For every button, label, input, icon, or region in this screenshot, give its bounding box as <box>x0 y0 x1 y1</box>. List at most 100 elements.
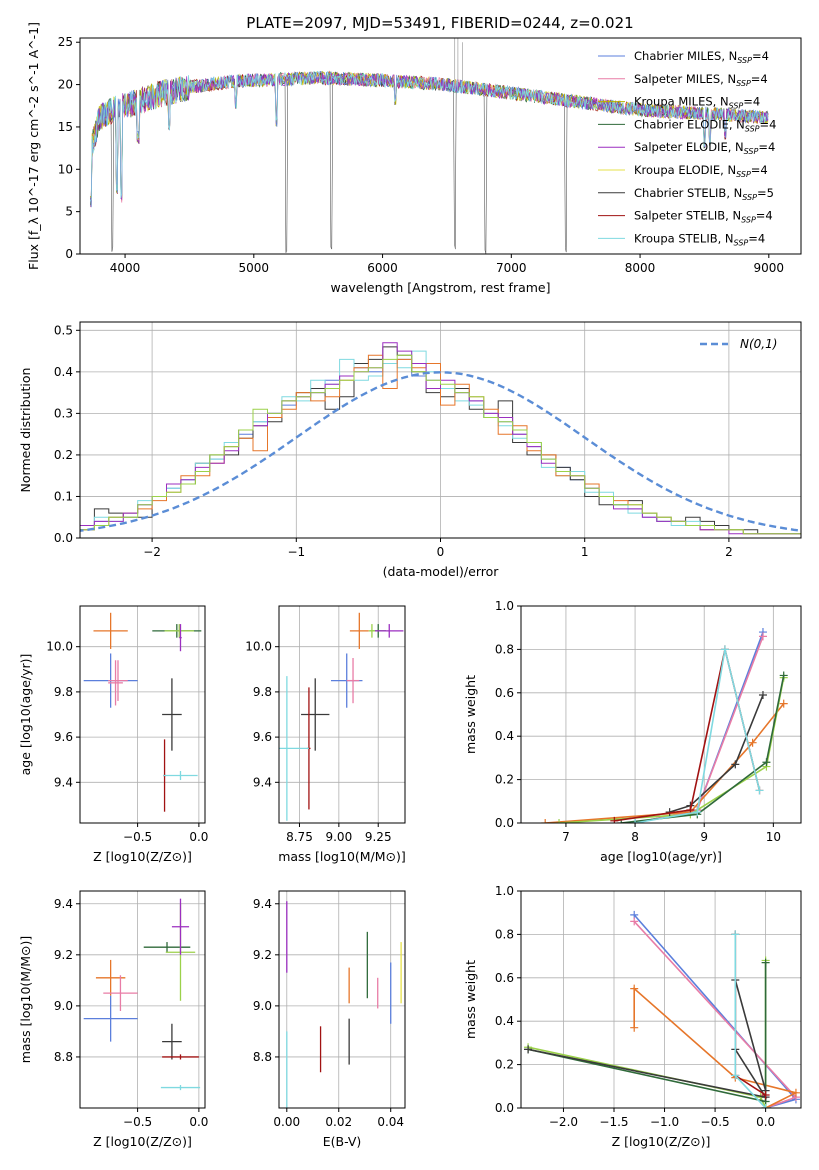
y-tick-label: 9.0 <box>253 999 272 1013</box>
x-axis-label: wavelength [Angstrom, rest frame] <box>330 280 550 295</box>
x-tick-label: −0.5 <box>123 1115 152 1129</box>
series-marker <box>779 671 788 680</box>
series-marker <box>693 808 702 817</box>
data-point <box>301 678 330 751</box>
data-point <box>103 975 138 1011</box>
series-marker <box>630 984 639 993</box>
y-tick-label: 15 <box>58 120 73 134</box>
y-tick-label: 5 <box>65 205 73 219</box>
axes-frame <box>79 890 206 1109</box>
series-marker <box>755 786 764 795</box>
chart-residuals: −2 −1 0 1 2 0.0 0.1 0.2 0.3 0.4 0.5 (data-model)/er… <box>18 321 802 579</box>
series-marker <box>761 1104 770 1108</box>
y-tick-label: 0.2 <box>495 773 514 787</box>
y-tick-label: 9.4 <box>253 775 272 789</box>
x-tick-label: 1 <box>581 545 589 559</box>
y-tick-label: 0.2 <box>495 1058 514 1072</box>
y-tick-label: 0.2 <box>54 448 73 462</box>
data-point <box>346 657 360 704</box>
series-line-salpeter_stelib <box>614 649 761 822</box>
histogram-step-green_light <box>80 354 801 535</box>
y-tick-label: 0.8 <box>495 642 514 656</box>
x-tick-label: 0.0 <box>756 1115 775 1129</box>
y-tick-label: 25 <box>58 35 73 49</box>
x-tick-label: −2.0 <box>549 1115 578 1129</box>
y-tick-label: 0.6 <box>495 971 514 985</box>
x-tick-label: 7 <box>562 830 570 844</box>
legend-tail: =4 <box>758 140 775 154</box>
y-tick-label: 9.8 <box>54 685 73 699</box>
spectrum-line-kroupa_elodie <box>89 71 769 204</box>
y-tick-label: 8.8 <box>54 1050 73 1064</box>
legend-text: Salpeter MILES, N <box>634 72 736 86</box>
y-tick-label: 20 <box>58 78 73 92</box>
y-tick-label: 0.0 <box>54 531 73 545</box>
x-axis-label: age [log10(age/yr)] <box>600 849 722 864</box>
series-marker <box>758 632 767 641</box>
plot-area <box>83 898 201 1091</box>
data-point <box>108 660 128 701</box>
series-marker <box>762 758 771 767</box>
series-marker <box>630 1023 639 1032</box>
y-tick-label: 0.5 <box>54 323 73 337</box>
y-axis-label: age [log10(age/yr)] <box>18 654 33 776</box>
x-tick-label: 0 <box>437 545 445 559</box>
y-tick-label: 0.1 <box>54 489 73 503</box>
series-marker <box>761 958 770 967</box>
axes-frame <box>520 890 802 1109</box>
legend-tail: =4 <box>756 209 773 223</box>
data-point <box>375 624 404 638</box>
y-tick-label: 9.2 <box>253 948 272 962</box>
series-marker <box>720 645 729 654</box>
data-point <box>349 612 369 649</box>
x-tick-label: −1.0 <box>650 1115 679 1129</box>
x-axis-label: Z [log10(Z/Z⊙)] <box>93 1134 192 1149</box>
legend-entry: Salpeter MILES, NSSP=4 <box>634 72 768 88</box>
legend-text: Chabrier STELIB, N <box>634 186 742 200</box>
plot-area <box>80 342 801 535</box>
series-marker <box>791 1088 800 1097</box>
legend-sub: SSP <box>741 216 756 225</box>
series-marker <box>524 1045 533 1054</box>
legend-entry: Salpeter ELODIE, NSSP=4 <box>634 140 775 156</box>
y-tick-label: 10.0 <box>46 640 73 654</box>
axes-frame <box>278 890 406 1109</box>
series-marker <box>555 819 564 823</box>
chart-age_vs_Z: −0.5 0.0 9.4 9.6 9.8 10.0 Z [log10(Z/Z⊙)] age [… <box>18 605 208 864</box>
data-point <box>93 612 128 649</box>
x-tick-label: 0.00 <box>273 1115 300 1129</box>
x-tick-label: 0.04 <box>377 1115 404 1129</box>
data-point <box>163 771 198 781</box>
y-axis-label: mass weight <box>463 960 478 1039</box>
y-tick-label: 10.0 <box>245 640 272 654</box>
x-tick-label: 0.02 <box>325 1115 352 1129</box>
y-axis-label: Flux [f_λ 10^-17 erg cm^-2 s^-1 A^-1] <box>26 22 41 270</box>
x-tick-label: 5000 <box>239 261 270 275</box>
data-point <box>171 898 190 955</box>
y-tick-label: 8.8 <box>253 1050 272 1064</box>
spectrum-line-kroupa_miles <box>89 70 769 205</box>
series-line-kroupa_stelib <box>634 649 761 823</box>
legend-text: Chabrier ELODIE, N <box>634 117 745 131</box>
legend-text: Salpeter ELODIE, N <box>634 140 744 154</box>
data-point <box>164 624 194 638</box>
legend-text: Salpeter STELIB, N <box>634 209 741 223</box>
axes-frame <box>520 605 802 824</box>
legend-tail: =4 <box>743 95 760 109</box>
charts-layer: 4000 5000 6000 7000 8000 90000510152025wavele… <box>18 22 802 1149</box>
spectrum-line-salpeter_elodie <box>89 71 769 201</box>
y-tick-label: 10 <box>58 162 73 176</box>
data-point <box>368 624 376 638</box>
y-tick-label: 0 <box>65 247 73 261</box>
y-axis-label: mass [log10(M/M⊙)] <box>18 936 33 1064</box>
data-point <box>160 1085 201 1091</box>
legend-sub: SSP <box>734 238 749 247</box>
y-tick-label: 0.3 <box>54 406 73 420</box>
legend-tail: =5 <box>757 186 774 200</box>
x-axis-label: Z [log10(Z/Z⊙)] <box>93 849 192 864</box>
axes-frame <box>79 37 802 255</box>
series-line-chabrier_elodie <box>621 675 785 823</box>
data-point <box>162 1023 182 1060</box>
x-tick-label: 0.0 <box>189 830 208 844</box>
